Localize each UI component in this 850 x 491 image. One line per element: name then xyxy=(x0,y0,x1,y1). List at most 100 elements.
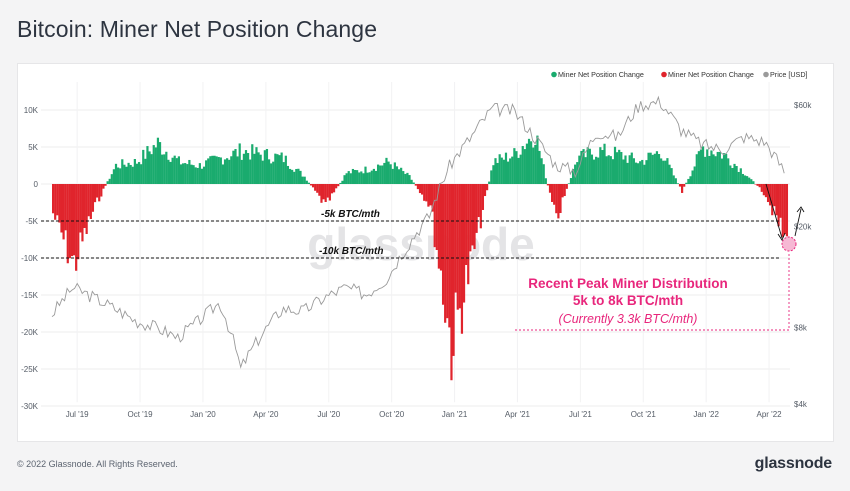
data-bar xyxy=(234,149,237,184)
data-bar xyxy=(536,135,539,184)
data-bar xyxy=(620,151,623,184)
chart-panel: glassnode -5k BTC/mth -10k BTC/mth Recent … xyxy=(17,63,834,442)
data-bar xyxy=(649,152,652,184)
data-bar xyxy=(731,168,734,184)
data-bar xyxy=(135,163,139,184)
data-bar xyxy=(586,147,589,184)
data-bar xyxy=(372,168,375,184)
data-bar xyxy=(150,154,153,184)
data-bar xyxy=(704,156,707,184)
data-bar xyxy=(385,157,388,184)
data-bar xyxy=(542,164,545,184)
data-bar xyxy=(699,149,703,184)
arrow-down-head xyxy=(777,232,786,241)
data-bar xyxy=(205,160,208,184)
x-tick-label: Oct '21 xyxy=(631,410,657,419)
legend-dot xyxy=(763,71,769,78)
data-bar xyxy=(77,184,80,260)
data-bar xyxy=(154,147,157,184)
data-bar xyxy=(341,180,344,184)
data-bar xyxy=(760,184,763,192)
data-bar xyxy=(691,170,694,184)
data-bar xyxy=(278,155,281,184)
data-bar xyxy=(305,180,308,184)
data-bar xyxy=(142,149,145,184)
data-bar xyxy=(479,184,482,229)
data-bar xyxy=(219,157,222,184)
data-bar xyxy=(85,184,88,234)
data-bar xyxy=(639,161,642,184)
data-bar xyxy=(687,178,690,184)
data-bar xyxy=(192,165,195,184)
data-bar xyxy=(418,184,422,194)
data-bar xyxy=(353,169,357,184)
data-bar xyxy=(240,159,243,184)
data-bar xyxy=(706,149,709,184)
data-bar xyxy=(347,171,350,184)
data-bar xyxy=(599,147,602,184)
data-bar xyxy=(590,154,594,184)
data-bar xyxy=(611,159,615,184)
data-bar xyxy=(116,167,120,184)
data-bar xyxy=(286,165,290,184)
data-bar xyxy=(460,184,464,334)
data-bar xyxy=(645,160,648,184)
data-bar xyxy=(408,175,411,184)
data-bar xyxy=(741,173,745,184)
data-bar xyxy=(96,184,99,198)
data-bar xyxy=(574,164,577,184)
data-bar xyxy=(54,184,57,220)
price-line xyxy=(51,95,785,369)
data-bar xyxy=(641,159,644,184)
data-bar xyxy=(402,171,405,184)
data-bar xyxy=(253,153,256,184)
data-bar xyxy=(223,159,227,184)
chart-svg: glassnode -5k BTC/mth -10k BTC/mth Recent … xyxy=(21,70,812,419)
data-bar xyxy=(735,166,738,184)
data-bar xyxy=(261,160,264,184)
data-bar xyxy=(701,146,705,184)
watermark: glassnode xyxy=(307,218,535,270)
data-bar xyxy=(743,175,747,184)
data-bar xyxy=(137,162,141,184)
y-tick-label: -10K xyxy=(21,254,39,263)
data-bar xyxy=(198,163,201,184)
data-bar xyxy=(202,166,206,184)
data-bar xyxy=(79,184,82,233)
data-bar xyxy=(781,184,784,237)
data-bar xyxy=(257,152,260,184)
data-bar xyxy=(114,163,118,184)
data-bar xyxy=(406,172,409,184)
data-bar xyxy=(544,178,547,184)
data-bar xyxy=(330,184,334,194)
callout-title: Recent Peak Miner Distribution xyxy=(528,276,728,291)
data-bar xyxy=(676,183,680,184)
data-bar xyxy=(226,158,229,184)
data-bar xyxy=(555,184,558,214)
legend-dot xyxy=(551,71,557,78)
data-bar xyxy=(391,168,394,184)
data-bar xyxy=(683,184,686,187)
data-bar xyxy=(276,154,279,184)
data-bar xyxy=(697,151,700,184)
data-bar xyxy=(532,147,535,184)
data-bar xyxy=(89,184,92,220)
data-bar xyxy=(400,167,403,184)
data-bar xyxy=(492,165,495,184)
legend-dot xyxy=(661,71,667,78)
data-bar xyxy=(722,153,726,184)
data-bar xyxy=(653,153,656,184)
data-bar xyxy=(133,159,136,184)
data-bar xyxy=(127,162,130,184)
data-bar xyxy=(716,151,719,184)
y-tick-label: -30K xyxy=(21,402,39,411)
data-bar xyxy=(616,152,619,184)
data-bar xyxy=(249,159,252,184)
data-bar xyxy=(121,159,124,184)
data-bar xyxy=(513,148,516,184)
data-bar xyxy=(764,184,768,198)
data-bar xyxy=(448,184,451,328)
data-bar xyxy=(511,156,514,184)
data-bar xyxy=(441,184,445,305)
data-bar xyxy=(112,169,116,184)
